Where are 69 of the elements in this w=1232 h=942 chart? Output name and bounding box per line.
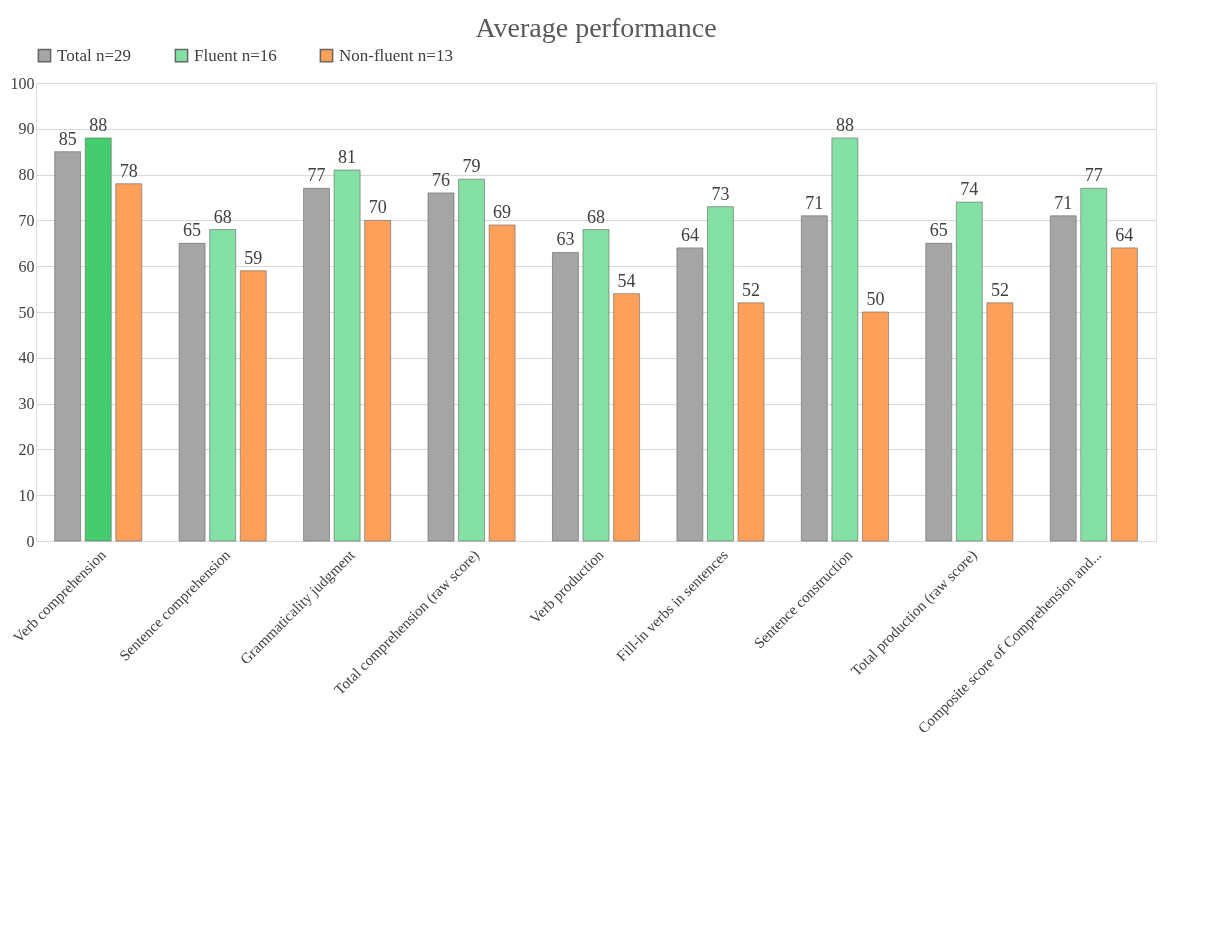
bar: [239, 270, 267, 542]
bar: [551, 251, 579, 542]
bar: [925, 242, 953, 542]
y-tick-label: 80: [18, 166, 35, 184]
data-label: 88: [835, 114, 854, 135]
data-label: 64: [680, 224, 699, 245]
legend-label: Total n=29: [57, 45, 132, 65]
bar: [1080, 187, 1108, 542]
bar: [613, 293, 641, 542]
data-label: 77: [1084, 165, 1103, 186]
legend-label: Non-fluent n=13: [339, 45, 453, 65]
data-label: 71: [1054, 192, 1073, 213]
data-label: 88: [89, 114, 108, 135]
data-label: 63: [556, 229, 575, 250]
data-label: 64: [1115, 224, 1134, 245]
bar: [84, 137, 112, 542]
bar: [54, 151, 82, 542]
data-label: 76: [431, 169, 450, 190]
data-label: 73: [711, 183, 730, 204]
y-tick-label: 30: [18, 395, 35, 413]
data-label: 71: [805, 192, 824, 213]
bar: [488, 224, 516, 542]
bar: [458, 178, 486, 542]
bar: [800, 215, 828, 542]
y-tick-label: 90: [18, 120, 35, 138]
data-label: 52: [742, 279, 761, 300]
data-label: 65: [183, 220, 202, 241]
bar: [706, 206, 734, 542]
bar: [303, 187, 331, 542]
data-label: 68: [587, 206, 605, 227]
data-label: 52: [990, 279, 1009, 300]
data-label: 69: [493, 201, 512, 222]
y-tick-label: 50: [18, 303, 35, 321]
data-label: 79: [462, 156, 481, 177]
y-tick-label: 60: [18, 257, 35, 275]
data-label: 77: [307, 165, 326, 186]
bar: [582, 229, 610, 542]
data-label: 74: [960, 179, 979, 200]
bar: [115, 183, 143, 542]
bar: [737, 302, 765, 542]
data-label: 70: [368, 197, 387, 218]
data-label: 78: [119, 160, 138, 181]
chart-title: Average performance: [475, 12, 717, 43]
data-label: 65: [929, 220, 948, 241]
y-tick-label: 70: [18, 211, 35, 229]
bar: [209, 229, 237, 542]
legend-label: Fluent n=16: [194, 45, 277, 65]
bar: [178, 242, 206, 542]
bar: [861, 311, 889, 542]
data-label: 50: [866, 289, 885, 309]
data-label: 54: [617, 270, 636, 291]
bar: [676, 247, 704, 542]
data-label: 85: [58, 128, 77, 149]
bar: [333, 169, 361, 542]
bar: [1110, 247, 1138, 542]
y-tick-label: 20: [18, 440, 35, 458]
y-tick-label: 100: [10, 74, 35, 92]
data-label: 59: [244, 247, 263, 268]
bar: [364, 219, 392, 542]
bar: [955, 201, 983, 542]
y-tick-label: 10: [18, 486, 35, 504]
y-tick-label: 0: [26, 532, 35, 550]
bar: [427, 192, 455, 542]
bar: [1049, 215, 1077, 542]
y-tick-label: 40: [18, 349, 35, 367]
data-label: 68: [213, 206, 232, 227]
bar: [831, 137, 859, 542]
data-label: 81: [338, 147, 357, 168]
bar: [986, 302, 1014, 542]
